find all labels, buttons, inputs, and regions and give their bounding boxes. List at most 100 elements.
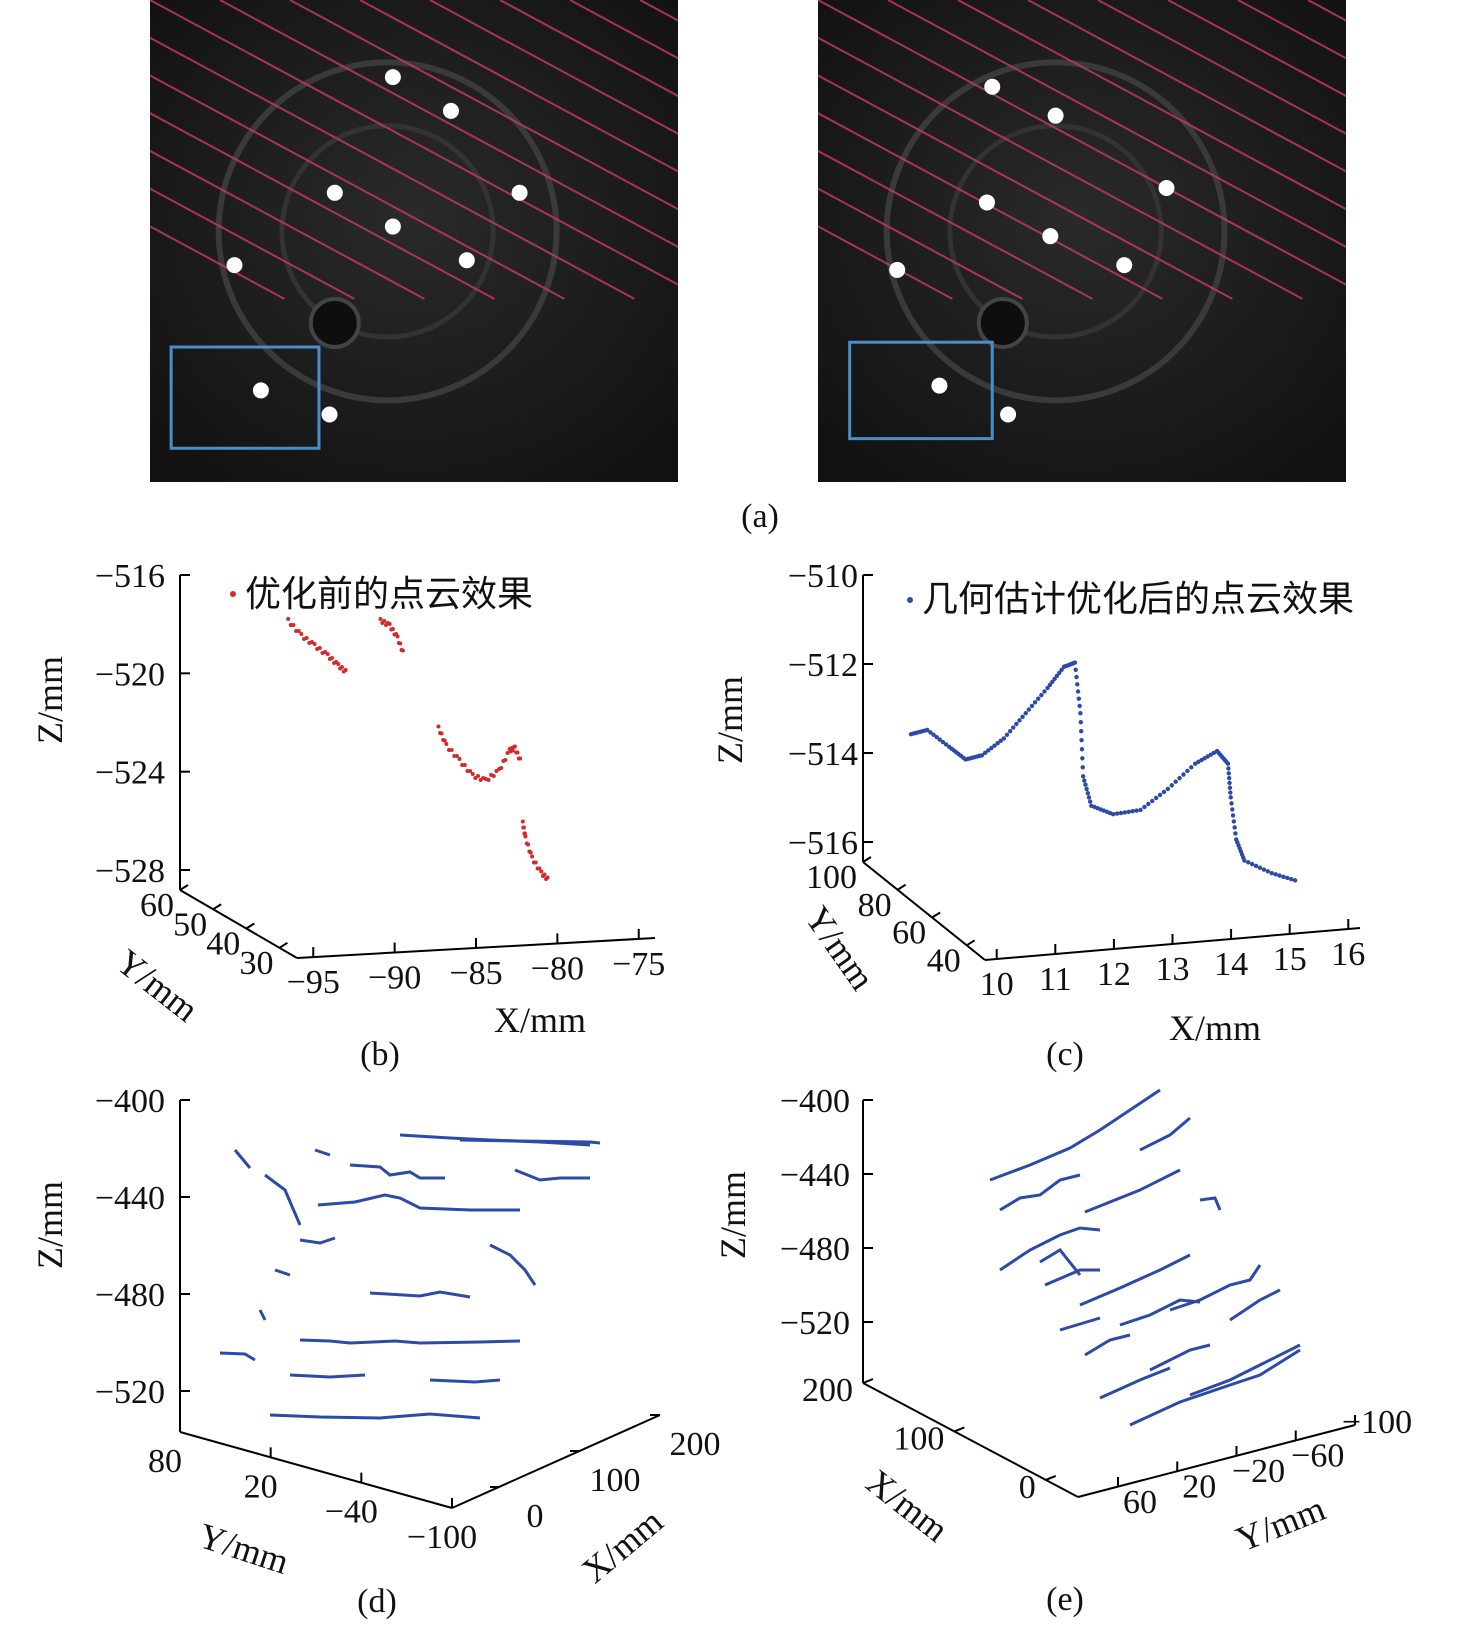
part-outline: [883, 59, 1228, 404]
data-point: [1269, 870, 1274, 876]
point-cloud-line: [289, 1373, 366, 1379]
point-cloud-line: [1169, 1264, 1262, 1312]
data-point: [512, 744, 517, 749]
y-tick-label: −60: [1291, 1438, 1344, 1475]
data-point: [1001, 736, 1007, 741]
y-tick: [245, 922, 255, 930]
laser-stripe: [359, 0, 678, 173]
data-point: [304, 636, 309, 640]
data-point: [1080, 765, 1085, 770]
chart-b-ylabel: Y/mm: [109, 941, 206, 1029]
data-point: [470, 772, 475, 776]
data-point: [1226, 771, 1231, 776]
z-tick-label: −480: [95, 1277, 165, 1314]
data-point: [986, 748, 991, 753]
laser-stripe: [818, 36, 1303, 300]
data-point: [486, 778, 491, 782]
data-point: [1075, 689, 1081, 694]
point-cloud-line: [1149, 1343, 1211, 1372]
data-point: [1078, 719, 1083, 725]
z-tick-label: −514: [788, 736, 858, 773]
data-point: [1126, 809, 1132, 815]
data-point: [336, 662, 341, 666]
laser-stripe: [150, 36, 635, 300]
data-point: [1074, 674, 1079, 680]
chart-c-legend-marker: [907, 597, 913, 603]
point-cloud-line: [1139, 1116, 1191, 1152]
data-point: [528, 850, 533, 855]
data-point: [398, 641, 403, 646]
photo-background: [150, 0, 678, 482]
caption-e: (e): [1046, 1581, 1084, 1618]
point-cloud-line: [999, 1173, 1081, 1212]
data-point: [339, 665, 344, 669]
point-cloud-line: [274, 1268, 291, 1277]
z-tick-label: −512: [788, 647, 858, 684]
data-point: [444, 742, 449, 746]
laser-stripe: [150, 112, 495, 300]
x-tick-label: 14: [1214, 946, 1248, 983]
laser-stripe: [150, 187, 355, 300]
data-point: [1130, 809, 1135, 814]
data-point: [1177, 775, 1182, 781]
point-cloud-line: [1189, 1343, 1301, 1397]
x-tick-label: 0: [1019, 1469, 1036, 1506]
data-point: [1231, 819, 1237, 824]
point-cloud-line: [219, 1351, 256, 1362]
z-tick-label: −440: [780, 1157, 850, 1194]
chart-c-legend: 几何估计优化后的点云效果: [922, 579, 1354, 620]
data-point: [1085, 790, 1091, 796]
data-point: [1181, 772, 1186, 777]
chart-b-legend: 优化前的点云效果: [245, 574, 533, 615]
marker-dot: [326, 184, 343, 201]
marker-dot: [889, 261, 906, 278]
data-point: [1054, 673, 1060, 679]
point-cloud-line: [299, 1236, 336, 1245]
x-tick-label: −85: [449, 955, 502, 992]
data-point: [515, 750, 520, 755]
data-point: [1233, 831, 1238, 836]
part-hole: [308, 296, 361, 349]
chart-e-ylabel: Y/mm: [1230, 1488, 1330, 1560]
point-cloud-line: [999, 1226, 1101, 1272]
caption-a: (a): [741, 498, 779, 535]
chart-c-zlabel: Z/mm: [710, 676, 750, 764]
part-outline: [215, 59, 560, 404]
point-cloud-line: [1039, 1248, 1082, 1276]
data-point: [317, 646, 322, 650]
point-cloud-line: [989, 1088, 1161, 1182]
chart-b: −516−520−524−528−95 −90 −85 −80 −7560504030 …: [30, 558, 665, 1073]
data-point: [1281, 874, 1286, 879]
data-point: [1045, 685, 1050, 691]
y-tick-label: 20: [244, 1468, 278, 1505]
data-point: [1029, 703, 1035, 709]
laser-stripe: [818, 225, 953, 300]
point-cloud-line: [1084, 1333, 1131, 1357]
data-point: [1189, 765, 1194, 770]
point-cloud-line: [1059, 1316, 1101, 1332]
laser-stripe: [818, 74, 1233, 300]
data-point: [1072, 660, 1078, 665]
laser-stripe: [429, 0, 678, 135]
data-point: [329, 656, 334, 660]
data-point: [998, 738, 1003, 744]
data-point: [992, 743, 997, 748]
x-axis: [451, 1414, 661, 1509]
chart-d-zlabel: Z/mm: [30, 1181, 70, 1269]
laser-stripe: [818, 0, 1346, 286]
data-point: [1277, 873, 1282, 878]
data-point: [1036, 696, 1041, 701]
chart-e-zlabel: Z/mm: [713, 1171, 753, 1259]
data-point: [462, 763, 467, 767]
data-point: [1230, 807, 1235, 812]
marker-dot: [442, 102, 459, 119]
x-tick-label: −75: [612, 946, 665, 983]
data-point: [291, 623, 296, 627]
y-tick-label: 80: [148, 1443, 182, 1480]
x-tick-label: 12: [1097, 956, 1131, 993]
data-point: [989, 745, 994, 751]
laser-stripe: [1097, 0, 1346, 135]
marker-dot: [384, 218, 401, 235]
y-tick-label: 60: [892, 915, 926, 952]
